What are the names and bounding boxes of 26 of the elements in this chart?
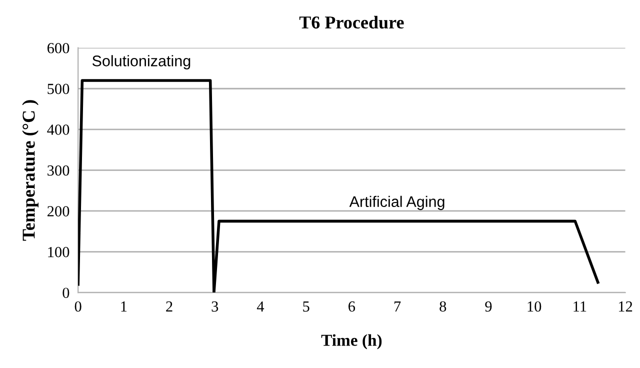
- x-tick-label: 6: [348, 301, 356, 312]
- annotation: Solutionizating: [92, 55, 190, 70]
- x-tick-label: 9: [485, 301, 492, 312]
- x-axis-title: Time (h): [321, 334, 382, 350]
- y-tick-label: 400: [47, 124, 70, 135]
- x-tick-label: 12: [618, 301, 632, 312]
- x-tick-label: 7: [394, 301, 401, 312]
- x-tick-label: 10: [528, 301, 542, 312]
- x-tick-label: 0: [74, 301, 82, 312]
- annotation: Artificial Aging: [349, 196, 444, 210]
- line-series: [78, 79, 600, 293]
- y-tick-label: 100: [48, 246, 70, 258]
- y-axis-title: Temperature (°C ): [22, 100, 38, 241]
- chart-title: T6 Procedure: [299, 16, 404, 29]
- y-tick-label: 300: [48, 165, 70, 176]
- x-tick-label: 4: [256, 301, 264, 312]
- x-tick-label: 3: [212, 301, 218, 312]
- y-tick-label: 200: [48, 206, 70, 216]
- y-tick-label: 600: [47, 42, 70, 54]
- y-tick-label: 500: [48, 84, 70, 94]
- y-tick-label: 0: [62, 288, 70, 298]
- x-tick-label: 2: [166, 301, 172, 312]
- x-tick-label: 11: [574, 301, 586, 312]
- x-tick-label: 5: [303, 301, 310, 312]
- x-tick-label: 1: [121, 301, 127, 312]
- x-tick-label: 8: [440, 301, 446, 312]
